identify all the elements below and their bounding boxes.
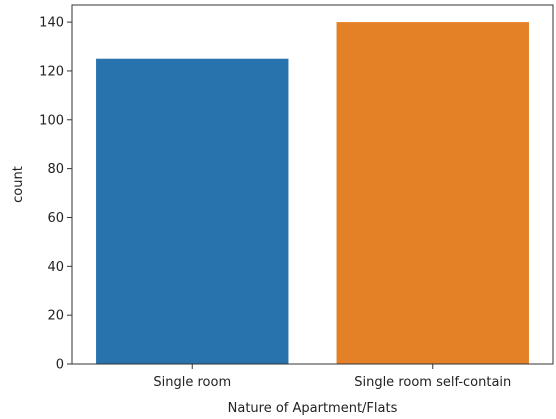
y-tick-label: 120 — [39, 64, 64, 79]
plot-frame — [71, 4, 554, 365]
bar-single-room — [96, 58, 289, 364]
plot-area — [96, 22, 529, 364]
y-axis-label: count — [11, 166, 26, 203]
axis-spines — [71, 4, 554, 365]
y-axis-ticks: 0 20 40 60 80 100 120 140 — [39, 16, 72, 373]
x-axis-label: Nature of Apartment/Flats — [228, 401, 398, 416]
y-tick-label: 40 — [47, 260, 64, 275]
bar-single-room-self-contain — [336, 22, 529, 364]
y-tick-label: 140 — [39, 16, 64, 31]
y-tick-label: 0 — [56, 358, 64, 373]
y-tick-label: 60 — [47, 211, 64, 226]
x-tick-label: Single room self-contain — [354, 375, 511, 390]
y-tick-label: 20 — [47, 309, 64, 324]
y-tick-label: 100 — [39, 113, 64, 128]
x-tick-label: Single room — [153, 375, 231, 390]
y-tick-label: 80 — [47, 162, 64, 177]
x-axis-ticks: Single room Single room self-contain — [153, 364, 511, 390]
